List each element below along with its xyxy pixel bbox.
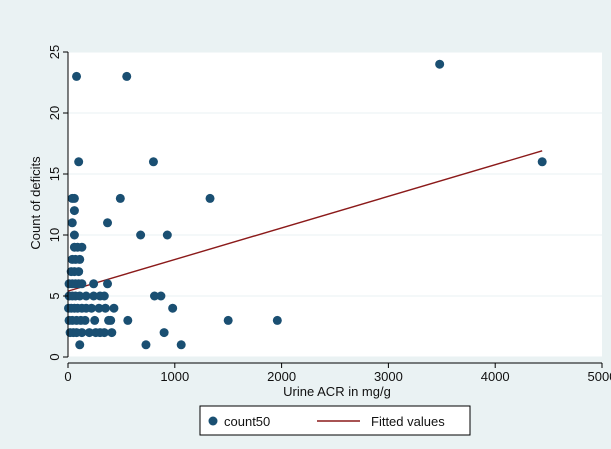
x-tick-label: 4000 — [481, 369, 510, 384]
data-point — [159, 328, 169, 338]
data-point — [176, 340, 186, 350]
data-point — [115, 193, 125, 203]
y-tick-label: 5 — [47, 292, 62, 299]
data-point — [89, 279, 99, 289]
data-point — [80, 315, 90, 325]
data-point — [141, 340, 151, 350]
data-point — [69, 206, 79, 216]
data-point — [107, 328, 117, 338]
y-tick-label: 15 — [47, 167, 62, 181]
data-point — [89, 291, 99, 301]
data-point — [106, 315, 116, 325]
data-point — [75, 254, 85, 264]
x-tick-label: 1000 — [160, 369, 189, 384]
scatter-points — [64, 59, 547, 350]
legend-label-count50: count50 — [224, 414, 270, 429]
x-tick-label: 3000 — [374, 369, 403, 384]
data-point — [435, 59, 445, 69]
data-point — [99, 328, 109, 338]
fitted-line-layer — [67, 150, 543, 292]
x-tick-label: 2000 — [267, 369, 296, 384]
legend-marker-count50 — [208, 416, 218, 426]
legend: count50 Fitted values — [199, 405, 471, 436]
data-point — [84, 328, 94, 338]
y-tick-labels: 0 5 10 15 20 25 — [47, 45, 62, 361]
data-point — [74, 267, 84, 277]
data-point — [77, 279, 87, 289]
data-point — [537, 157, 547, 167]
data-point — [123, 315, 133, 325]
data-point — [168, 303, 178, 313]
data-point — [90, 315, 100, 325]
data-point — [100, 303, 110, 313]
data-point — [86, 303, 96, 313]
data-point — [136, 230, 146, 240]
data-point — [122, 71, 132, 81]
data-point — [103, 218, 113, 228]
data-point — [272, 315, 282, 325]
data-point — [148, 157, 158, 167]
data-point — [205, 193, 215, 203]
data-point — [75, 291, 85, 301]
x-tick-label: 0 — [64, 369, 71, 384]
legend-label-fitted-values: Fitted values — [371, 414, 445, 429]
data-point — [81, 291, 91, 301]
data-point — [69, 193, 79, 203]
data-point — [103, 279, 113, 289]
y-tick-label: 20 — [47, 106, 62, 120]
data-point — [77, 328, 87, 338]
data-point — [109, 303, 119, 313]
fitted-values-line — [67, 150, 543, 292]
x-axis-title: Urine ACR in mg/g — [283, 384, 391, 399]
data-point — [156, 291, 166, 301]
data-point — [75, 340, 85, 350]
data-point — [77, 242, 87, 252]
data-point — [74, 157, 84, 167]
axes — [63, 51, 603, 368]
data-point — [150, 291, 160, 301]
y-tick-label: 10 — [47, 228, 62, 242]
y-axis-title: Count of deficits — [28, 156, 43, 250]
plot-area — [68, 52, 602, 357]
data-point — [99, 291, 109, 301]
y-tick-label: 0 — [47, 353, 62, 360]
data-point — [72, 71, 82, 81]
data-point — [94, 303, 104, 313]
data-point — [162, 230, 172, 240]
y-tick-label: 25 — [47, 45, 62, 59]
data-point — [69, 230, 79, 240]
data-point — [67, 218, 77, 228]
data-point — [223, 315, 233, 325]
